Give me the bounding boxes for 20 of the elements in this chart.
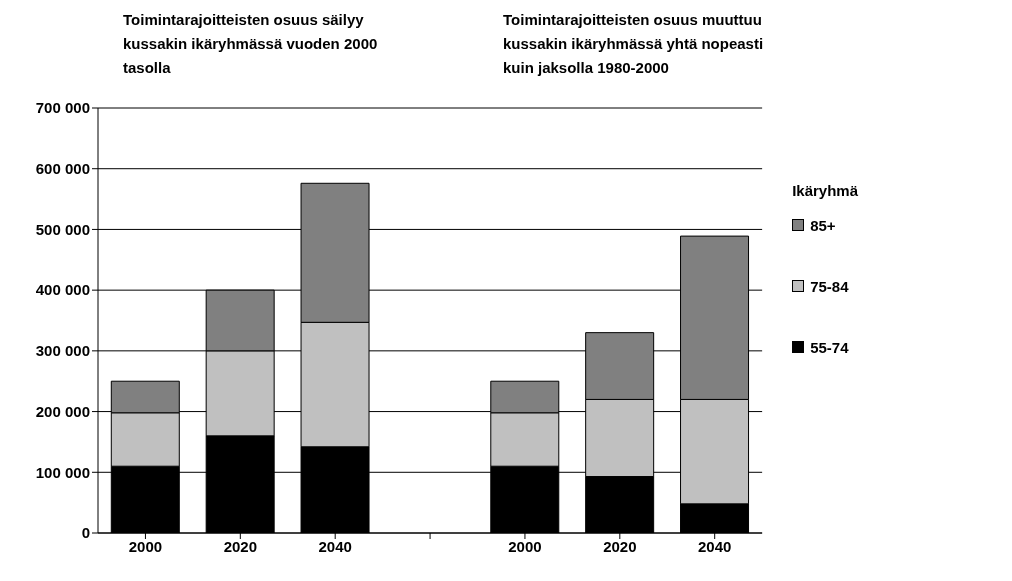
x-tick-label: 2020 [223,537,257,555]
y-tick-label: 200 000 [35,402,90,420]
text: Toimintarajoitteisten osuus säilyy kussakin ikäryhmässä vuoden 2000 tasolla [123,10,379,78]
legend-label: 75-84 [810,277,849,295]
y-tick-label: 300 000 [35,342,90,360]
legend-title: Ikäryhmä [792,181,858,199]
x-tick-label: 2000 [508,537,542,555]
text: Toimintarajoitteisten osuus muuttuu kussakin ikäryhmässä yhtä nopeasti kuin jaksolla 1980-2000 [503,10,765,78]
y-tick-label: 500 000 [35,220,90,238]
x-tick-label: 2000 [128,537,163,555]
y-tick-label: 400 000 [35,281,90,299]
y-tick-label: 0 [81,524,90,542]
x-tick-label: 2040 [318,537,352,555]
x-tick-label: 2020 [603,537,637,555]
legend-label: 85+ [810,216,836,234]
y-tick-label: 600 000 [35,160,90,178]
y-tick-label: 700 000 [35,99,90,117]
x-tick-label: 2040 [698,537,732,555]
y-tick-label: 100 000 [35,463,90,481]
legend-label: 55-74 [810,338,849,356]
